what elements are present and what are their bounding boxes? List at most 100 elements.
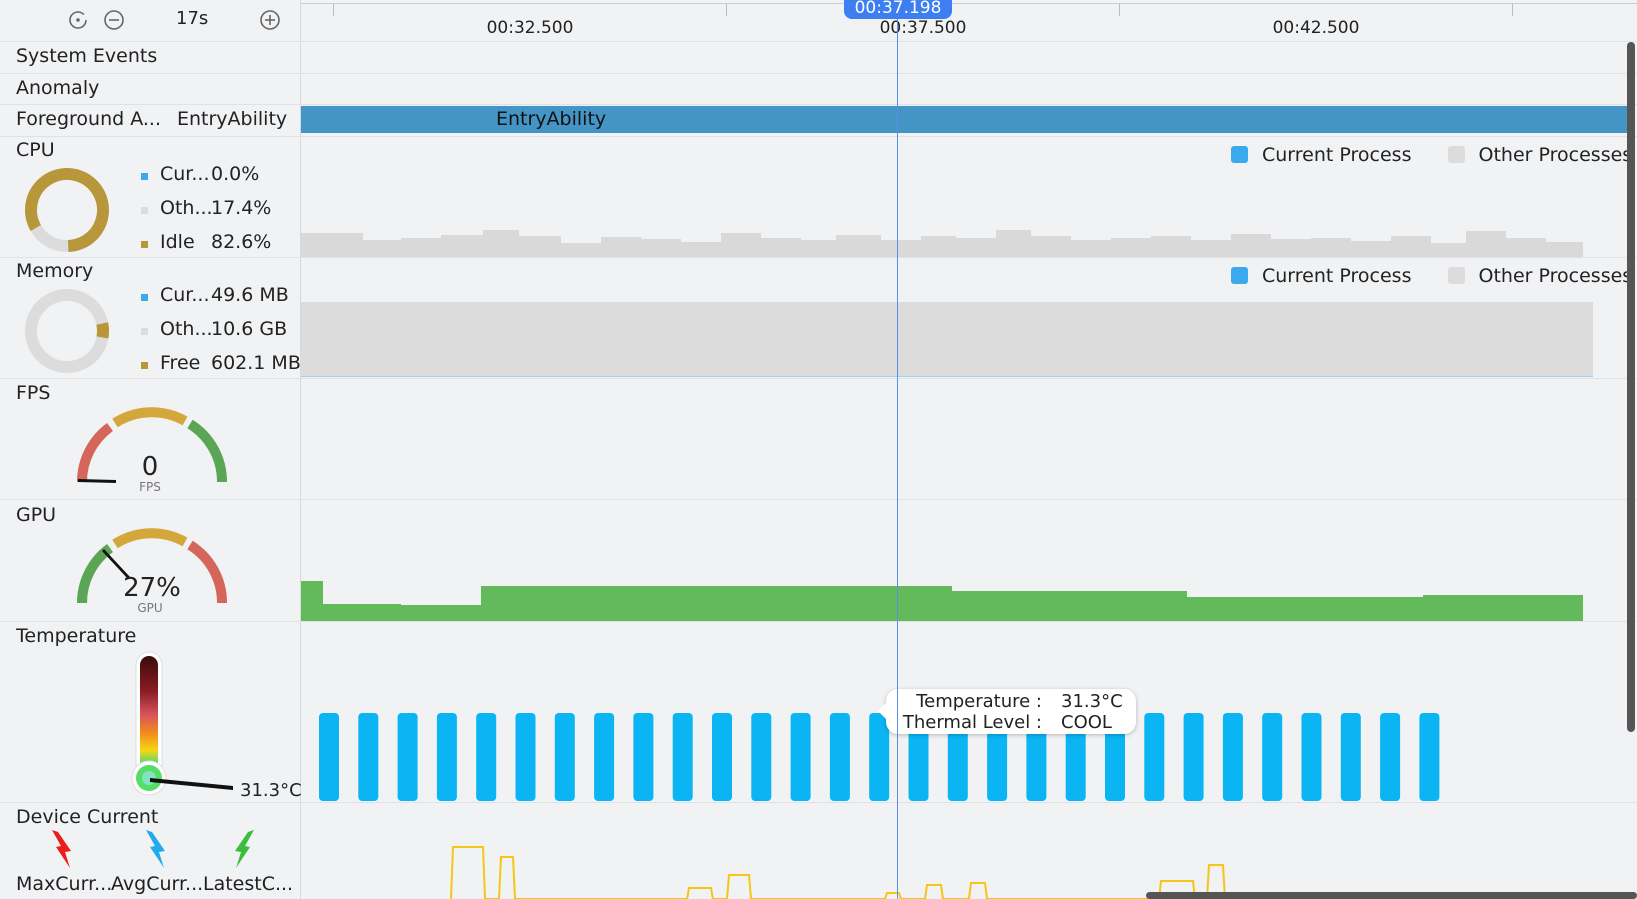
zoom-out-icon[interactable] [103,9,125,31]
cpu-other-dot [141,207,148,214]
avg-current-label: AvgCurr... [111,873,204,895]
device-current-title: Device Current [16,806,159,828]
temperature-bar [554,713,575,801]
other-process-swatch [1447,146,1465,163]
temperature-bar [1065,713,1086,801]
memory-current-label: Cur... [160,284,210,306]
gpu-value: 27% [123,573,181,603]
foreground-ability-bar[interactable]: EntryAbility [301,106,1627,133]
fps-unit: FPS [139,480,161,494]
tooltip-temp-label: Temperature : [916,691,1042,712]
cpu-current-value: 0.0% [211,163,260,185]
temperature-bar [829,713,850,801]
row-label-foreground: Foreground A... [16,108,162,130]
temperature-bar [947,713,968,801]
gpu-unit: GPU [137,601,162,615]
temperature-bar [319,713,339,801]
latest-current-label: LatestC... [203,873,294,895]
temperature-bar [476,713,497,801]
max-current-label: MaxCurr... [16,873,113,895]
tick-label: 00:42.500 [1272,18,1360,38]
latest-current-icon [235,830,254,868]
cpu-current-dot [141,173,148,180]
foreground-value: EntryAbility [177,108,288,130]
memory-other-value: 10.6 GB [211,318,288,340]
temperature-bar [1301,713,1322,801]
temperature-bar [712,713,732,801]
legend-current-label: Current Process [1262,265,1412,287]
cpu-idle-dot [141,241,148,248]
temperature-tooltip: Temperature : 31.3°C Thermal Level : COO… [878,689,1136,734]
memory-title: Memory [16,260,94,282]
fps-title: FPS [16,382,51,404]
current-process-swatch [1231,146,1248,163]
cpu-title: CPU [16,139,55,161]
memory-donut [25,289,109,373]
temperature-bar [1222,713,1243,801]
cursor-time-badge[interactable]: 00:37.198 [844,0,952,19]
max-current-icon [52,830,71,868]
temperature-bar [790,713,811,801]
cpu-idle-value: 82.6% [211,231,272,253]
memory-current-value: 49.6 MB [211,284,289,306]
tooltip-level-value: COOL [1061,712,1112,733]
temperature-bar [672,713,693,801]
tooltip-temp-value: 31.3°C [1061,691,1123,712]
horizontal-scrollbar[interactable] [1146,892,1637,899]
fps-value: 0 [142,452,159,482]
memory-other-dot [141,328,148,335]
reset-icon[interactable] [67,9,89,31]
thermometer [131,651,233,796]
other-process-swatch [1447,267,1465,284]
memory-free-dot [141,362,148,369]
toolbar: 17s [0,0,300,40]
legend-current-label: Current Process [1262,144,1412,166]
temperature-bar [515,713,536,801]
cpu-chart[interactable] [301,137,1631,257]
vertical-scrollbar[interactable] [1627,42,1635,732]
memory-current-dot [141,294,148,301]
cursor-line[interactable] [897,19,898,899]
memory-legend: Current Process Other Processes [1231,265,1632,287]
temperature-bar [1183,713,1204,801]
memory-free-label: Free [160,352,201,374]
temperature-bar [1026,713,1047,801]
temperature-bar [1340,713,1361,801]
temperature-chart[interactable] [301,622,1631,802]
temperature-bar [436,713,457,801]
zoom-level: 17s [176,8,209,29]
cpu-idle-label: Idle [160,231,195,253]
temperature-bar [1262,713,1283,801]
device-current-chart[interactable] [301,803,1631,899]
cpu-other-value: 17.4% [211,197,272,219]
avg-current-icon [146,830,165,868]
temperature-bar [908,713,929,801]
memory-other-label: Oth... [160,318,213,340]
fps-gauge: 0 FPS [77,407,228,494]
gpu-title: GPU [16,504,57,526]
temperature-bar [1380,713,1401,801]
temperature-value: 31.3°C [240,780,302,801]
cpu-legend: Current Process Other Processes [1231,144,1632,166]
cpu-other-label: Oth... [160,197,213,219]
temperature-title: Temperature [16,625,137,647]
temperature-bar [633,713,654,801]
temperature-bar [751,713,772,801]
cpu-donut [25,168,109,252]
legend-other-label: Other Processes [1478,265,1633,287]
legend-other-label: Other Processes [1478,144,1633,166]
foreground-bar-label: EntryAbility [496,108,607,130]
memory-free-value: 602.1 MB [211,352,301,374]
tick-label: 00:32.500 [486,18,574,38]
time-ruler[interactable]: 00:32.500 00:37.500 00:42.500 [300,0,1637,40]
row-label-anomaly: Anomaly [16,77,100,99]
memory-chart[interactable] [301,302,1593,377]
cursor-time: 00:37.198 [854,0,942,18]
row-label-system-events: System Events [16,45,158,67]
temperature-bar [397,713,418,801]
gpu-chart[interactable] [301,500,1631,621]
current-process-swatch [1231,267,1248,284]
zoom-in-icon[interactable] [259,9,281,31]
temperature-bar [358,713,379,801]
temperature-bar [594,713,615,801]
